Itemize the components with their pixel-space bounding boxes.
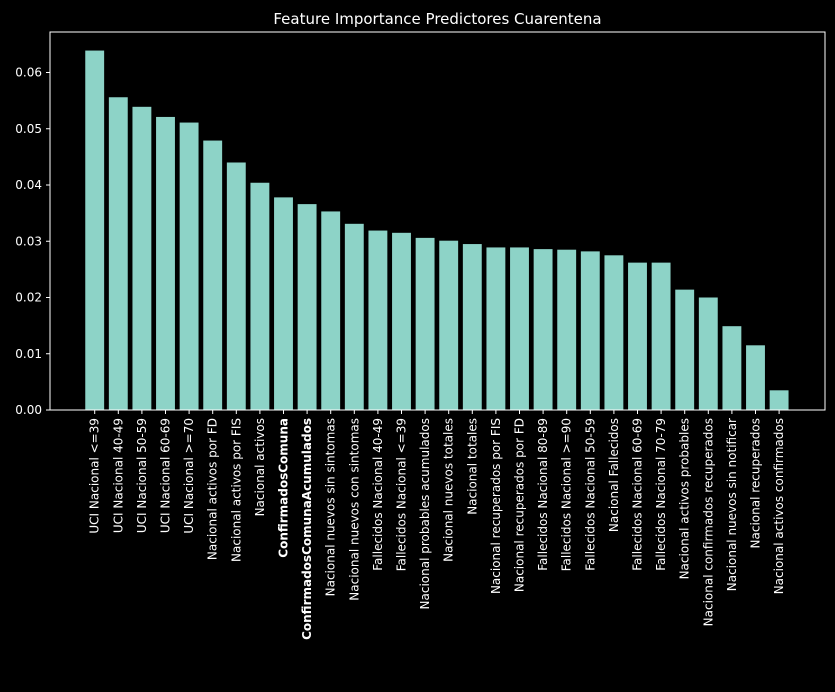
bar-29: [769, 390, 789, 410]
x-tick-label-11: Nacional nuevos con sintomas: [347, 418, 361, 601]
y-tick-label-4: 0.04: [15, 178, 42, 192]
x-tick-label-5: Nacional activos por FD: [206, 418, 220, 560]
x-tick-label-9: ConfirmadosComunaAcumulados: [300, 418, 314, 640]
bar-25: [675, 289, 695, 411]
x-tick-label-10: Nacional nuevos sin sintomas: [324, 418, 338, 596]
bar-10: [321, 211, 341, 410]
y-axis: 0.00 0.01 0.02 0.03 0.04 0.05 0.06: [15, 66, 50, 417]
x-tick-label-23: Fallecidos Nacional 60-69: [631, 418, 645, 571]
x-tick-label-24: Fallecidos Nacional 70-79: [654, 418, 668, 571]
x-tick-label-7: Nacional activos: [253, 418, 267, 516]
x-tick-label-4: UCI Nacional >=70: [182, 418, 196, 534]
bar-18: [510, 247, 529, 410]
x-tick-label-25: Nacional activos probables: [678, 418, 692, 579]
x-tick-label-15: Nacional nuevos totales: [442, 418, 456, 562]
bar-16: [462, 244, 482, 410]
bar-11: [344, 223, 364, 410]
bar-8: [274, 197, 293, 411]
bar-23: [628, 262, 647, 411]
bar-24: [651, 262, 671, 411]
bar-4: [179, 122, 199, 410]
x-tick-label-28: Nacional recuperados: [749, 418, 763, 548]
bar-9: [297, 204, 317, 410]
bar-15: [439, 240, 459, 410]
x-tick-label-29: Nacional activos confirmados: [772, 418, 786, 594]
x-tick-label-3: UCI Nacional 60-69: [159, 418, 173, 533]
x-tick-label-0: UCI Nacional <=39: [88, 418, 102, 534]
bar-5: [203, 140, 223, 410]
y-tick-label-3: 0.03: [15, 234, 42, 248]
bar-3: [156, 116, 175, 410]
x-tick-label-2: UCI Nacional 50-59: [135, 418, 149, 533]
x-tick-label-16: Nacional totales: [465, 418, 479, 515]
x-tick-label-12: Fallecidos Nacional 40-49: [371, 418, 385, 571]
plot-frame: [49, 31, 826, 411]
x-tick-label-14: Nacional probables acumulados: [418, 418, 432, 609]
bar-12: [368, 230, 388, 410]
x-tick-label-6: Nacional activos por FIS: [229, 418, 243, 562]
x-tick-label-13: Fallecidos Nacional <=39: [395, 418, 409, 571]
bar-0: [85, 50, 105, 411]
y-tick-label-6: 0.06: [15, 66, 42, 80]
bar-28: [746, 345, 765, 410]
y-tick-label-0: 0.00: [15, 403, 42, 417]
bar-6: [226, 162, 246, 410]
x-tick-label-22: Nacional Fallecidos: [607, 418, 621, 532]
x-axis: UCI Nacional <=39 UCI Nacional 40-49 UCI N…: [88, 410, 786, 640]
x-tick-label-20: Fallecidos Nacional >=90: [560, 418, 574, 571]
bar-1: [108, 97, 128, 410]
x-tick-label-18: Nacional recuperados por FD: [513, 418, 527, 592]
x-tick-label-27: Nacional nuevos sin notificar: [725, 418, 739, 591]
x-tick-label-21: Fallecidos Nacional 50-59: [583, 418, 597, 571]
bar-7: [250, 182, 270, 410]
x-tick-label-26: Nacional confirmados recuperados: [701, 418, 715, 626]
bar-22: [604, 255, 624, 410]
bar-2: [132, 106, 152, 410]
x-tick-label-19: Fallecidos Nacional 80-89: [536, 418, 550, 571]
x-tick-label-1: UCI Nacional 40-49: [111, 418, 125, 533]
y-tick-label-5: 0.05: [15, 122, 42, 136]
bar-26: [698, 297, 718, 410]
y-tick-label-2: 0.02: [15, 291, 42, 305]
bar-20: [557, 249, 577, 410]
bar-13: [392, 232, 411, 410]
x-tick-label-17: Nacional recuperados por FIS: [489, 418, 503, 594]
bar-14: [415, 237, 435, 411]
chart-title: Feature Importance Predictores Cuarenten…: [273, 10, 601, 28]
bar-19: [533, 249, 553, 410]
y-tick-label-1: 0.01: [15, 347, 42, 361]
x-tick-label-8: ConfirmadosComuna: [277, 418, 291, 558]
bar-21: [580, 251, 600, 411]
bar-27: [722, 326, 742, 410]
bars-layer: [85, 50, 789, 411]
bar-17: [486, 247, 506, 410]
